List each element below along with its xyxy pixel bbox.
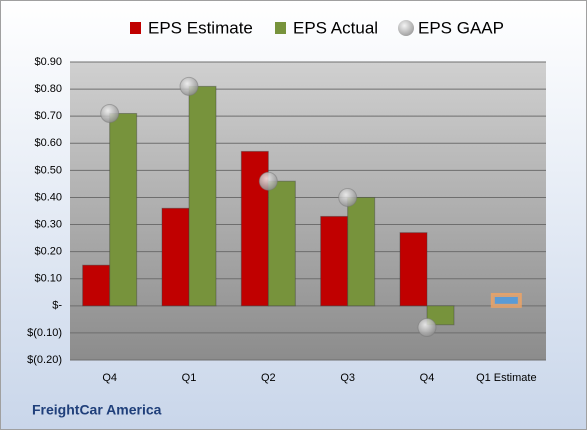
bar: [109, 112, 138, 307]
legend-marker: [130, 22, 141, 34]
x-tick-label: Q4: [420, 372, 435, 384]
x-tick-label: Q3: [340, 372, 355, 384]
bar: [426, 305, 455, 326]
gaap-point: [179, 76, 199, 96]
y-tick-label: $0.10: [34, 273, 62, 285]
bar: [347, 196, 376, 307]
bar: [399, 232, 428, 307]
x-tick-label: Q1: [182, 372, 197, 384]
bar: [490, 292, 522, 308]
gaap-point: [100, 103, 120, 123]
x-tick-label: Q2: [261, 372, 276, 384]
bar: [161, 207, 190, 307]
y-tick-label: $0.70: [34, 110, 62, 122]
gaap-point: [258, 171, 278, 191]
plot-area: [70, 62, 546, 360]
legend-label: EPS GAAP: [418, 18, 504, 37]
y-tick-label: $0.80: [34, 83, 62, 95]
y-tick-label: $0.40: [34, 191, 62, 203]
legend-label: EPS Actual: [293, 18, 378, 37]
bar: [188, 85, 217, 307]
y-tick-label: $(0.10): [27, 327, 62, 339]
x-tick-label: Q4: [102, 372, 117, 384]
legend-label: EPS Estimate: [148, 18, 253, 37]
x-tick-label: Q1 Estimate: [476, 372, 537, 384]
gaap-point: [417, 317, 437, 337]
bar: [320, 215, 349, 307]
y-tick-label: $0.50: [34, 164, 62, 176]
y-tick-label: $0.30: [34, 218, 62, 230]
footer: FreightCar America: [32, 402, 162, 418]
legend-marker: [398, 20, 414, 36]
legend-marker: [275, 22, 286, 34]
gaap-point: [338, 187, 358, 207]
bar: [82, 264, 111, 307]
y-tick-label: $(0.20): [27, 354, 62, 366]
bar: [267, 180, 296, 307]
y-tick-label: $0.90: [34, 56, 62, 68]
y-tick-label: $-: [52, 300, 62, 312]
y-tick-label: $0.60: [34, 137, 62, 149]
y-tick-label: $0.20: [34, 246, 62, 258]
